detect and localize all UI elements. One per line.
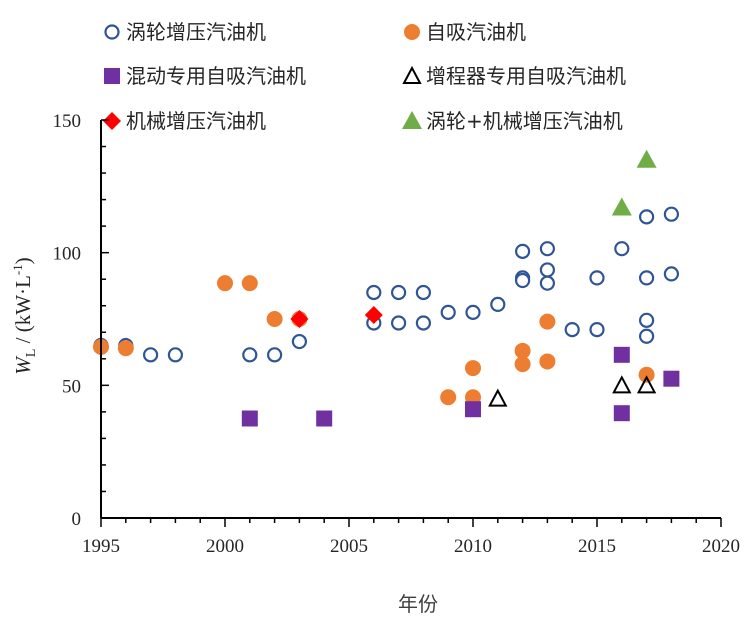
data-point	[638, 366, 655, 383]
plot-marks	[93, 149, 680, 427]
legend-label: 涡轮增压汽油机	[126, 20, 266, 44]
data-point	[663, 206, 680, 222]
data-point	[490, 296, 506, 313]
y-axis-unit-sup: -1	[10, 264, 25, 275]
legend-marker	[402, 65, 422, 84]
data-point	[589, 322, 605, 338]
data-point	[465, 304, 481, 320]
data-point	[217, 275, 233, 292]
y-axis-symbol: W	[11, 355, 35, 375]
legend-item: 混动专用自吸汽油机	[104, 64, 306, 88]
legend-label: 增程器专用自吸汽油机	[426, 64, 626, 88]
axes: 1995 2000 2005 2010 2015 2020 0 50 100 150	[53, 111, 741, 557]
data-point	[564, 322, 580, 338]
data-point	[316, 410, 333, 427]
legend-item: 涡轮增压汽油机	[104, 20, 266, 44]
data-point	[488, 388, 508, 407]
legend-marker	[402, 111, 422, 129]
x-tick-label: 2000	[206, 536, 244, 557]
data-point	[267, 347, 283, 363]
data-point	[143, 347, 159, 363]
data-point	[167, 347, 183, 363]
data-point	[242, 347, 258, 363]
data-point	[465, 360, 481, 377]
data-point	[241, 275, 258, 292]
data-point	[266, 311, 283, 327]
data-point	[391, 284, 407, 301]
y-tick-label: 0	[72, 509, 82, 530]
data-point	[539, 262, 556, 278]
x-tick-label: 2015	[578, 536, 616, 557]
y-axis-title: WL / (kW·L-1)	[10, 257, 39, 374]
data-point	[366, 284, 382, 301]
y-axis-subscript: L	[24, 349, 39, 358]
data-point	[638, 209, 655, 225]
data-point	[241, 410, 258, 427]
y-tick-label: 50	[62, 376, 81, 397]
data-point	[613, 405, 630, 422]
x-tick-label: 2010	[454, 536, 492, 557]
series-4	[290, 306, 383, 328]
data-point	[364, 306, 383, 325]
x-tick-label: 2020	[702, 536, 740, 557]
data-point	[589, 270, 605, 286]
legend-item: 自吸汽油机	[404, 20, 526, 44]
data-point	[638, 328, 655, 344]
data-point	[514, 356, 531, 373]
series-0	[93, 206, 680, 363]
data-point	[465, 401, 481, 418]
data-point	[415, 315, 431, 331]
legend-marker	[104, 68, 120, 84]
data-point	[612, 375, 632, 394]
data-point	[539, 353, 556, 370]
data-point	[663, 266, 680, 282]
legend-label: 涡轮+机械增压汽油机	[426, 109, 623, 133]
data-point	[290, 310, 309, 328]
x-tick-label: 2005	[330, 536, 368, 557]
data-point	[539, 275, 556, 291]
y-axis-unit: / (kW·L	[11, 275, 35, 348]
data-point	[638, 270, 655, 286]
series-2	[241, 346, 680, 427]
legend-label: 自吸汽油机	[426, 20, 526, 44]
legend-item: 涡轮+机械增压汽油机	[402, 109, 623, 133]
data-point	[614, 241, 630, 257]
data-point	[514, 342, 531, 359]
data-point	[117, 340, 134, 357]
legend-item: 机械增压汽油机	[103, 109, 266, 133]
data-point	[291, 333, 307, 350]
legend-marker	[103, 112, 121, 130]
legend-label: 机械增压汽油机	[126, 109, 266, 133]
data-point	[663, 370, 680, 387]
data-point	[514, 243, 531, 259]
data-point	[514, 272, 531, 289]
data-point	[440, 389, 457, 406]
data-point	[611, 197, 632, 216]
data-point	[539, 313, 556, 330]
data-point	[636, 375, 657, 394]
legend-marker	[404, 24, 420, 40]
data-point	[391, 315, 407, 331]
data-point	[415, 284, 431, 301]
x-tick-label: 1995	[82, 536, 120, 557]
legend-item: 增程器专用自吸汽油机	[402, 64, 626, 88]
x-axis-title: 年份	[398, 592, 438, 616]
series-5	[611, 149, 657, 216]
y-tick-label: 100	[53, 244, 82, 265]
data-point	[440, 304, 456, 320]
data-point	[636, 149, 657, 168]
legend-label: 混动专用自吸汽油机	[126, 64, 306, 88]
data-point	[613, 346, 630, 363]
data-point	[539, 241, 556, 257]
legend-marker	[104, 24, 120, 40]
y-axis-unit-close: )	[11, 257, 35, 264]
series-3	[488, 375, 657, 407]
y-tick-label: 150	[53, 111, 82, 132]
data-point	[638, 312, 655, 328]
